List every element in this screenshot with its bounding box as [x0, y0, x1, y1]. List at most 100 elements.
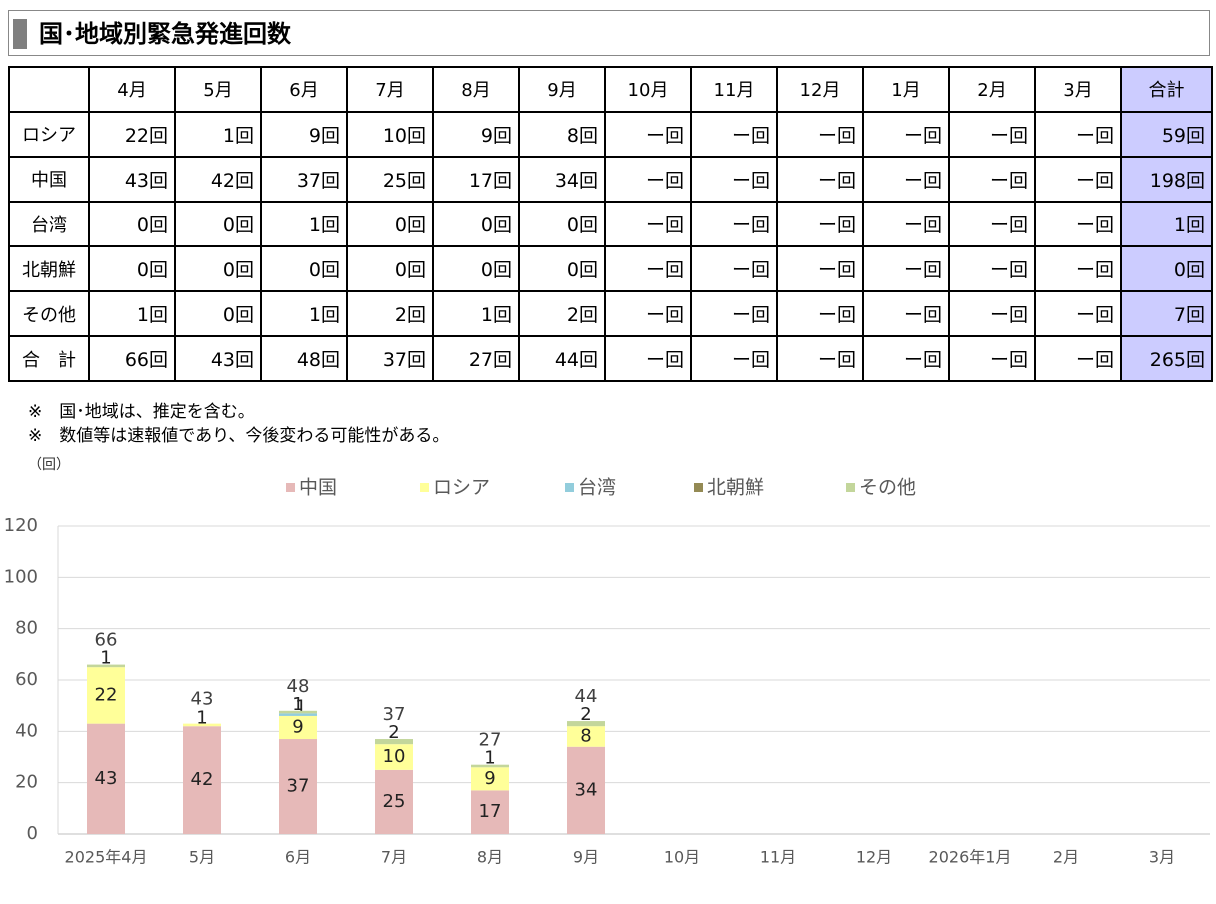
x-tick-label: 9月	[573, 848, 599, 867]
bar-segment	[279, 715, 317, 740]
table-header-cell: 9月	[518, 66, 606, 113]
x-tick-label: 2025年4月	[65, 848, 148, 867]
table-cell: ー回	[776, 245, 864, 293]
table-cell: ー回	[690, 245, 778, 293]
table-row-label: その他	[8, 290, 90, 338]
table-cell: 9回	[432, 110, 520, 158]
note-2: ※ 数値等は速報値であり、今後変わる可能性がある。	[28, 426, 450, 446]
table-cell: 34回	[518, 155, 606, 203]
bar-segment	[471, 764, 509, 768]
table-total-cell: 0回	[1120, 245, 1213, 293]
table-cell: 0回	[88, 245, 176, 293]
table-header-cell: 4月	[88, 66, 176, 113]
y-tick-label: 0	[27, 823, 38, 844]
table-header-cell: 7月	[346, 66, 434, 113]
table-cell: 17回	[432, 155, 520, 203]
total-label: 37	[383, 704, 406, 725]
table-cell: ー回	[862, 245, 950, 293]
table-header-cell: 合計	[1120, 66, 1213, 113]
unit-label: （回）	[28, 457, 70, 473]
data-label: 1	[196, 708, 207, 729]
legend-swatch	[565, 483, 574, 492]
table-cell: ー回	[948, 245, 1036, 293]
table-row: 合 計 66回 43回 48回 37回 27回 44回 ー回 ー回 ー回 ー回 ー回 ー回 265回	[8, 335, 1213, 382]
table-cell: ー回	[862, 155, 950, 203]
table-cell: ー回	[948, 290, 1036, 338]
bar-segment	[183, 723, 221, 727]
table-cell: ー回	[776, 335, 864, 382]
data-label: 8	[580, 725, 591, 746]
table-cell: ー回	[862, 290, 950, 338]
table-header-cell: 5月	[174, 66, 262, 113]
x-tick-label: 11月	[760, 848, 796, 867]
legend-swatch	[420, 483, 429, 492]
total-label: 44	[575, 686, 598, 707]
data-label: 37	[287, 776, 310, 797]
table-cell: ー回	[690, 155, 778, 203]
x-tick-label: 5月	[189, 848, 215, 867]
table-cell: 1回	[174, 110, 262, 158]
table-cell: 0回	[88, 200, 176, 248]
table-row: ロシア 22回 1回 9回 10回 9回 8回 ー回 ー回 ー回 ー回 ー回 ー回 59回	[8, 110, 1213, 158]
table-header-cell: 3月	[1034, 66, 1122, 113]
table-cell: 0回	[174, 200, 262, 248]
table-cell: ー回	[690, 335, 778, 382]
data-label: 9	[484, 768, 495, 789]
x-tick-label: 2026年1月	[929, 848, 1012, 867]
table-row: 北朝鮮 0回 0回 0回 0回 0回 0回 ー回 ー回 ー回 ー回 ー回 ー回 0回	[8, 245, 1213, 293]
bar-segment	[279, 710, 317, 714]
bar-segment	[279, 713, 317, 716]
bar-segment	[375, 739, 413, 745]
x-tick-label: 7月	[381, 848, 407, 867]
table-total-cell: 1回	[1120, 200, 1213, 248]
table-header-cell: 12月	[776, 66, 864, 113]
table-cell: ー回	[776, 200, 864, 248]
table-cell: ー回	[1034, 155, 1122, 203]
scramble-table: 4月 5月 6月 7月 8月 9月 10月 11月 12月 1月 2月 3月 合計 ロシア 22回 1回 9回 1…	[8, 66, 1213, 382]
bar-segment	[87, 664, 125, 668]
table-header-cell: 10月	[604, 66, 692, 113]
bar-segment	[279, 739, 317, 834]
table-row: 台湾 0回 0回 1回 0回 0回 0回 ー回 ー回 ー回 ー回 ー回 ー回 1回	[8, 200, 1213, 248]
table-cell: 1回	[260, 200, 348, 248]
table-cell: 37回	[260, 155, 348, 203]
y-tick-label: 60	[15, 669, 38, 690]
data-label: 2	[388, 722, 399, 743]
table-cell: 44回	[518, 335, 606, 382]
data-label: 2	[580, 704, 591, 725]
table-cell: ー回	[690, 200, 778, 248]
table-cell: 0回	[432, 200, 520, 248]
table-cell: ー回	[604, 335, 692, 382]
table-row-label: ロシア	[8, 110, 90, 158]
legend-label: 北朝鮮	[707, 477, 764, 499]
table-cell: ー回	[862, 200, 950, 248]
table-cell: ー回	[1034, 110, 1122, 158]
table-cell: ー回	[604, 155, 692, 203]
table-cell: 22回	[88, 110, 176, 158]
table-cell: 43回	[174, 335, 262, 382]
table-cell: 25回	[346, 155, 434, 203]
y-tick-label: 40	[15, 720, 38, 741]
x-tick-label: 10月	[664, 848, 700, 867]
data-label: 1	[100, 648, 111, 669]
table-cell: 0回	[518, 245, 606, 293]
table-cell: 1回	[88, 290, 176, 338]
table-cell: 0回	[174, 290, 262, 338]
bar-segment	[471, 767, 509, 791]
table-cell: 0回	[174, 245, 262, 293]
bar-segment	[471, 790, 509, 834]
table-cell: ー回	[1034, 245, 1122, 293]
table-cell: ー回	[948, 110, 1036, 158]
bar-segment	[375, 769, 413, 834]
legend-swatch	[286, 483, 295, 492]
table-cell: 42回	[174, 155, 262, 203]
page-title: 国･地域別緊急発進回数	[39, 20, 291, 48]
x-tick-label: 6月	[285, 848, 311, 867]
table-cell: 66回	[88, 335, 176, 382]
table-cell: ー回	[776, 290, 864, 338]
table-header-cell: 6月	[260, 66, 348, 113]
table-cell: 2回	[518, 290, 606, 338]
table-cell: 0回	[346, 245, 434, 293]
y-tick-label: 20	[15, 772, 38, 793]
table-total-cell: 198回	[1120, 155, 1213, 203]
